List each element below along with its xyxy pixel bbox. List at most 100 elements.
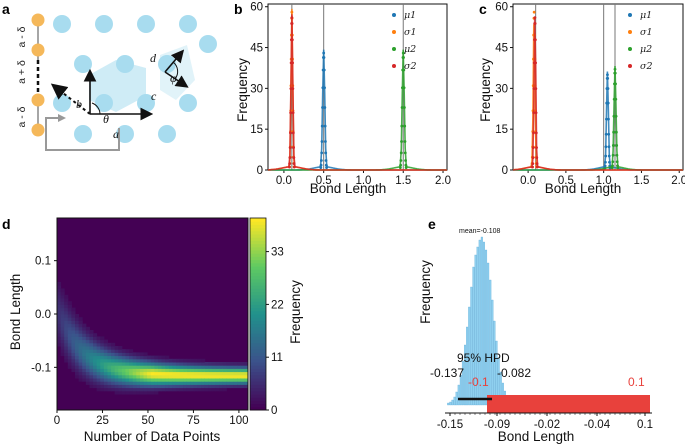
heatmap-cell — [82, 378, 87, 382]
heatmap-cell — [215, 362, 220, 366]
heatmap-cell — [186, 381, 191, 385]
series-point — [604, 145, 608, 149]
heatmap-cell — [161, 355, 166, 360]
heatmap-cell — [197, 365, 202, 369]
heatmap-cell — [193, 381, 199, 385]
heatmap-cell — [175, 358, 181, 363]
colorbar-segment — [250, 314, 266, 318]
heatmap-cell — [147, 378, 152, 382]
heatmap-cell — [165, 381, 170, 385]
histogram-bar — [482, 241, 485, 406]
heatmap-cell — [136, 390, 141, 395]
heatmap-cell — [168, 371, 173, 376]
heatmap-cell — [208, 362, 213, 366]
heatmap-cell — [190, 378, 195, 382]
heatmap-cell — [136, 371, 141, 376]
heatmap-cell — [132, 387, 137, 392]
series-point — [288, 156, 292, 160]
heatmap-cell — [215, 368, 220, 373]
heatmap-cell — [71, 330, 76, 334]
heatmap-cell — [129, 352, 134, 357]
lattice-site — [179, 15, 197, 33]
heatmap-cell — [118, 346, 123, 350]
heatmap-cell — [100, 365, 105, 369]
heatmap-cell — [118, 352, 123, 357]
heatmap-cell — [201, 381, 206, 385]
colorbar-segment — [250, 390, 266, 395]
heatmap-cell — [143, 358, 148, 363]
heatmap-cell — [96, 368, 101, 373]
heatmap-cell — [93, 374, 98, 379]
heatmap-cell — [175, 381, 181, 385]
heatmap-cell — [82, 362, 87, 366]
heatmap-cell — [89, 365, 94, 369]
series-point — [288, 131, 292, 135]
heatmap-cell — [107, 365, 112, 369]
heatmap-cell — [136, 352, 141, 357]
heatmap-cell — [71, 339, 76, 344]
heatmap-cell — [71, 362, 76, 366]
heatmap-cell — [150, 390, 155, 395]
heatmap-cell — [215, 384, 220, 389]
heatmap-cell — [121, 371, 126, 376]
heatmap-cell — [240, 374, 245, 379]
series-point — [403, 140, 407, 143]
series-point — [323, 124, 327, 128]
heatmap-cell — [179, 368, 184, 373]
heatmap-cell — [125, 349, 130, 353]
heatmap-cell — [78, 365, 83, 369]
heatmap-cell — [60, 291, 65, 296]
heatmap-cell — [190, 371, 195, 376]
heatmap-cell — [67, 358, 72, 363]
heatmap-cell — [75, 326, 80, 331]
colorbar-segment — [250, 330, 266, 334]
heatmap-cell — [154, 358, 159, 363]
heatmap-cell — [154, 390, 159, 395]
series-point — [535, 146, 538, 150]
histogram-bar — [461, 360, 464, 406]
heatmap-cell — [82, 339, 87, 344]
series-point — [534, 87, 538, 91]
heatmap-cell — [201, 374, 206, 379]
heatmap-cell — [222, 362, 227, 366]
heatmap-cell — [237, 381, 242, 385]
heatmap-cell — [168, 381, 173, 385]
series-point — [613, 67, 617, 71]
heatmap-cell — [190, 365, 195, 369]
heatmap-cell — [211, 362, 217, 366]
heatmap-cell — [64, 310, 69, 315]
heatmap-cell — [75, 374, 80, 379]
heatmap-cell — [237, 378, 242, 382]
heatmap-cell — [78, 320, 83, 325]
heatmap-cell — [183, 378, 188, 382]
colorbar-segment — [250, 397, 266, 401]
heatmap-cell — [240, 378, 245, 382]
heatmap-cell — [57, 323, 62, 328]
heatmap-cell — [136, 362, 141, 366]
heatmap-cell — [60, 336, 65, 341]
heatmap-cell — [121, 381, 126, 385]
heatmap-cell — [118, 368, 123, 373]
series-point — [290, 38, 294, 42]
heatmap-cell — [219, 362, 224, 366]
chain-label-a-minus-delta-top: a - δ — [16, 26, 28, 47]
heatmap-cell — [179, 387, 184, 392]
heatmap-cell — [64, 307, 69, 312]
heatmap-cell — [193, 371, 199, 376]
heatmap-cell — [67, 336, 72, 341]
heatmap-cell — [103, 349, 108, 353]
heatmap-cell — [121, 352, 126, 357]
heatmap-cell — [183, 365, 188, 369]
heatmap-cell — [215, 381, 220, 385]
heatmap-cell — [183, 381, 188, 385]
series-point — [614, 97, 618, 101]
heatmap-cell — [147, 355, 152, 360]
legend-label: μ2 — [640, 44, 652, 55]
legend-label: μ1 — [404, 10, 416, 21]
heatmap-cell — [183, 362, 188, 366]
heatmap-cell — [125, 355, 130, 360]
heatmap-cell — [71, 342, 76, 347]
heatmap-cell — [64, 333, 69, 337]
heatmap-cell — [96, 358, 101, 363]
heatmap-cell — [168, 378, 173, 382]
